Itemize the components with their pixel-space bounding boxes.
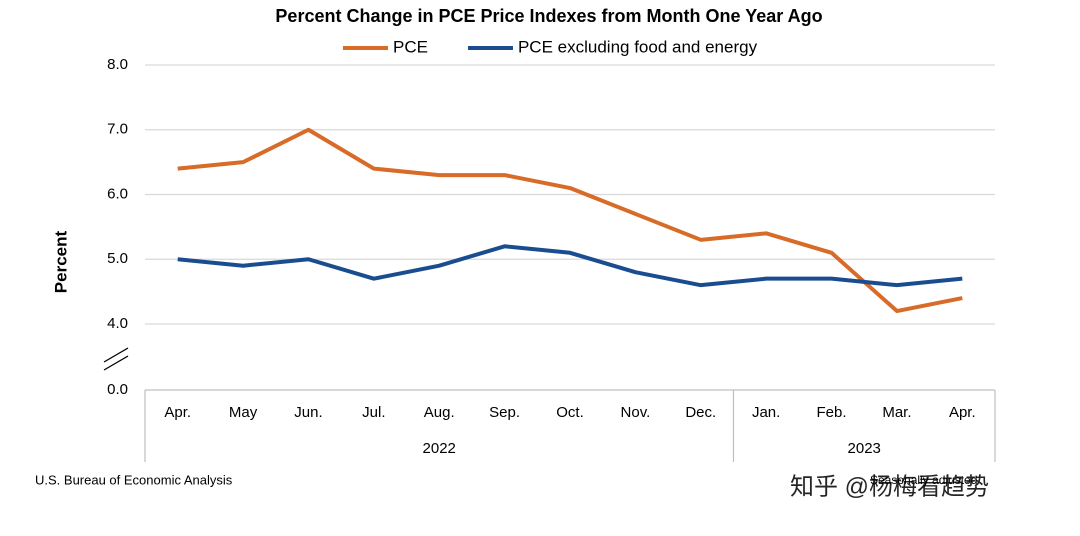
legend-label: PCE excluding food and energy: [518, 37, 758, 56]
x-tick-label: Mar.: [882, 404, 911, 421]
source-note: U.S. Bureau of Economic Analysis: [35, 472, 233, 487]
x-tick-label: Apr.: [949, 404, 976, 421]
y-tick-label: 5.0: [107, 250, 128, 267]
x-tick-label: Jun.: [294, 404, 322, 421]
x-tick-label: Dec.: [685, 404, 716, 421]
legend-label: PCE: [393, 37, 428, 56]
axis-break: [103, 347, 129, 363]
y-tick-label: 6.0: [107, 185, 128, 202]
x-tick-label: May: [229, 404, 258, 421]
series-line: [177, 244, 963, 288]
x-tick-label: Aug.: [424, 404, 455, 421]
y-tick-label: 8.0: [107, 56, 128, 73]
x-tick-label: Apr.: [164, 404, 191, 421]
y-axis-label: Percent: [51, 230, 70, 293]
axis-break: [103, 355, 129, 371]
y-tick-label: 7.0: [107, 121, 128, 138]
x-tick-label: Jan.: [752, 404, 780, 421]
x-group-label: 2022: [423, 440, 456, 457]
x-tick-label: Sep.: [489, 404, 520, 421]
x-tick-label: Feb.: [817, 404, 847, 421]
x-tick-label: Jul.: [362, 404, 385, 421]
series-line: [177, 127, 963, 314]
x-tick-label: Nov.: [621, 404, 651, 421]
x-group-label: 2023: [848, 440, 881, 457]
y-tick-label: 4.0: [107, 315, 128, 332]
y-tick-label: 0.0: [107, 381, 128, 398]
x-tick-label: Oct.: [556, 404, 584, 421]
chart-title: Percent Change in PCE Price Indexes from…: [275, 6, 822, 26]
watermark: 知乎 @杨梅看趋势: [790, 473, 989, 500]
adjustment-note: Seasonally adjusted: [870, 473, 977, 487]
